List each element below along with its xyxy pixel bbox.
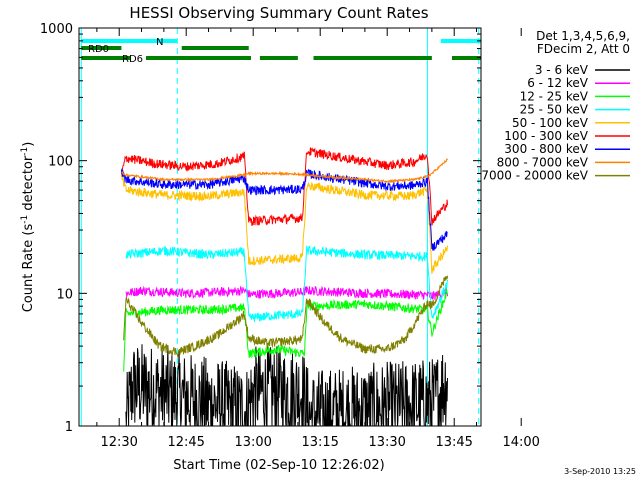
legend-label: 3 - 6 keV xyxy=(535,63,589,77)
series-3-to-6kev xyxy=(125,344,448,426)
y-axis-label-main: Count Rate (s xyxy=(21,224,36,313)
legend-label: 6 - 12 keV xyxy=(527,76,589,90)
flag-rd0-label: RD0 xyxy=(88,44,109,55)
legend-label: 300 - 800 keV xyxy=(504,142,588,156)
y-axis-label: Count Rate (s-1 detector-1) xyxy=(20,142,36,313)
series-25-to-50kev xyxy=(125,244,448,323)
series-12-to-25kev xyxy=(123,288,448,372)
x-tick-label: 13:15 xyxy=(301,435,338,450)
legend-label: 7000 - 20000 keV xyxy=(481,169,588,183)
x-axis-label: Start Time (02-Sep-10 12:26:02) xyxy=(173,458,384,473)
legend-header-1: Det 1,3,4,5,6,9, xyxy=(536,29,630,43)
y-axis-label-mid: detector xyxy=(21,155,36,215)
legend: Det 1,3,4,5,6,9, FDecim 2, Att 0 3 - 6 k… xyxy=(481,29,630,183)
x-tick-label: 12:30 xyxy=(100,435,137,450)
flag-rd6-label: RD6 xyxy=(122,54,143,65)
series-7000-to-20000kev xyxy=(123,275,448,359)
y-tick-label: 10 xyxy=(56,287,73,302)
y-axis-label-sup1: -1 xyxy=(20,215,30,224)
x-axis: 12:30 12:45 13:00 13:15 13:30 13:45 14:00 xyxy=(96,28,540,450)
legend-label: 800 - 7000 keV xyxy=(497,155,589,169)
x-tick-label: 13:45 xyxy=(435,435,472,450)
series-6-to-12kev xyxy=(125,285,448,300)
x-tick-label: 13:30 xyxy=(368,435,405,450)
flag-n-label: N xyxy=(156,37,163,48)
series-50-to-100kev xyxy=(120,173,448,274)
legend-label: 12 - 25 keV xyxy=(520,89,589,103)
y-tick-label: 1 xyxy=(65,420,73,435)
y-axis: 1 10 100 1000 xyxy=(40,22,481,435)
x-tick-label: 14:00 xyxy=(502,435,539,450)
series-800-to-7000kev xyxy=(121,158,448,184)
legend-header-2: FDecim 2, Att 0 xyxy=(537,42,630,56)
plot-frame xyxy=(78,27,482,427)
footer-timestamp: 3-Sep-2010 13:25 xyxy=(564,467,636,476)
legend-label: 25 - 50 keV xyxy=(520,103,589,117)
series-300-to-800kev xyxy=(120,168,448,251)
chart-title: HESSI Observing Summary Count Rates xyxy=(129,4,428,22)
y-axis-label-sup2: -1 xyxy=(20,147,30,156)
legend-label: 50 - 100 keV xyxy=(512,116,589,130)
y-tick-label: 1000 xyxy=(40,22,73,37)
y-tick-label: 100 xyxy=(48,155,73,170)
x-tick-label: 13:00 xyxy=(234,435,271,450)
x-tick-label: 12:45 xyxy=(167,435,204,450)
legend-label: 100 - 300 keV xyxy=(504,129,588,143)
y-axis-label-end: ) xyxy=(21,142,36,147)
series-100-to-300kev xyxy=(120,147,448,227)
